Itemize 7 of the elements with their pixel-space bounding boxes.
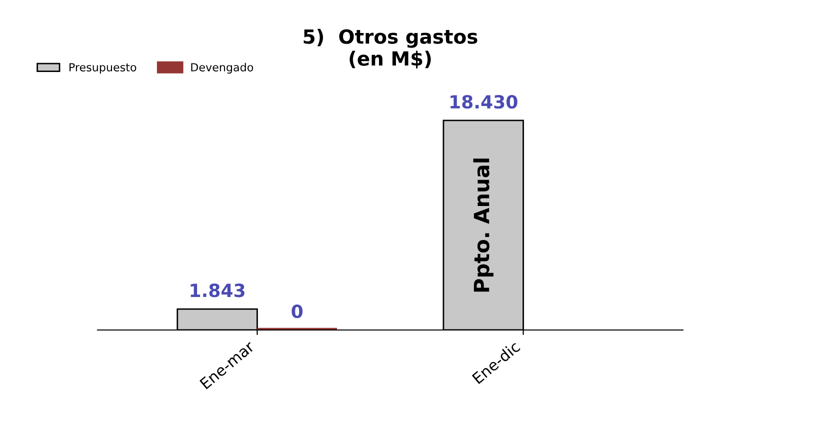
data-label: 0 xyxy=(292,304,303,318)
data-label: 1.843 xyxy=(190,284,244,298)
chart-title: 5) Otros gastos (en M$) xyxy=(304,28,478,68)
legend-label: Presupuesto xyxy=(70,63,136,74)
legend-label: Devengado xyxy=(191,62,254,74)
data-label: 18.430 xyxy=(450,94,518,109)
annotation: Ppto. Anual xyxy=(473,158,494,292)
